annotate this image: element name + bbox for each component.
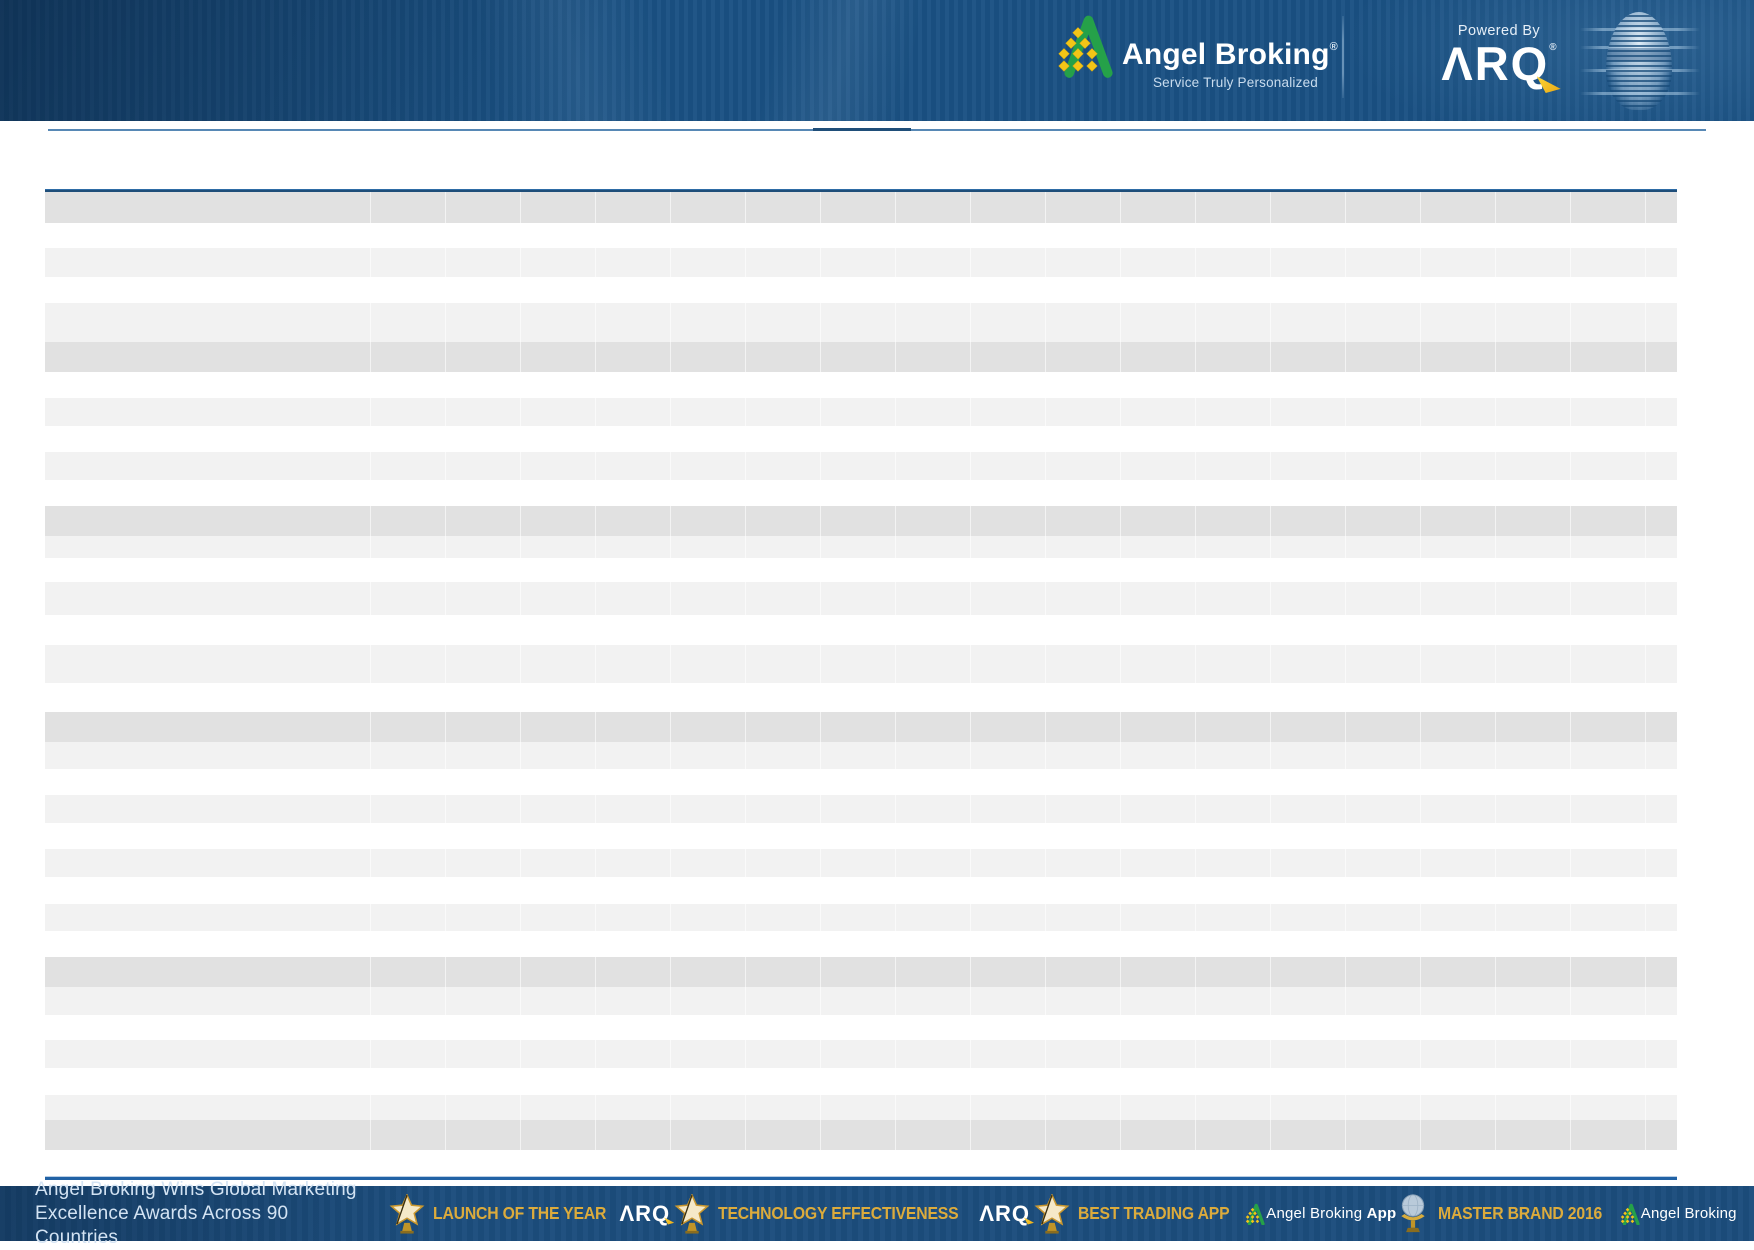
arq-logo-small: ΛRQ [979, 1201, 1034, 1227]
award-badge-brand: Angel Broking [1640, 1205, 1737, 1222]
award-badge-best-trading-app: BEST TRADING APP Angel Broking App [1034, 1193, 1397, 1234]
table-row [45, 987, 1677, 1015]
arq-arrow-icon [1024, 1217, 1034, 1225]
award-badge-master-brand-2016: MASTER BRAND 2016 Angel Broking [1396, 1193, 1737, 1235]
globe-trophy-icon [1401, 1193, 1426, 1232]
table-row [45, 1040, 1677, 1068]
holographic-head-graphic [1580, 6, 1700, 116]
table-bottom-border [45, 1176, 1677, 1180]
star-trophy-icon [389, 1193, 425, 1234]
table-row [45, 742, 1677, 769]
registered-mark: ® [1549, 42, 1557, 53]
table-header-row [45, 192, 1677, 223]
table-row [45, 582, 1677, 615]
arq-arrow-icon [664, 1217, 675, 1225]
table-row [45, 712, 1677, 742]
award-badge-technology-effectiveness: TECHNOLOGY EFFECTIVENESS ΛRQ [674, 1193, 1034, 1234]
table-row [45, 645, 1677, 683]
table-row [45, 452, 1677, 480]
award-badge-brand: Angel Broking App [1266, 1205, 1397, 1222]
table-row [45, 248, 1677, 277]
footer-headline-line2: Excellence Awards Across 90 Countries [35, 1202, 289, 1248]
award-badge-label: BEST TRADING APP [1078, 1203, 1230, 1223]
award-badge-label: LAUNCH OF THE YEAR [433, 1203, 607, 1223]
arq-logo-block: Powered By ΛRQ® [1404, 23, 1594, 93]
brand-text-block: Angel Broking® Service Truly Personalize… [1122, 38, 1338, 90]
powered-by-label: Powered By [1457, 23, 1541, 39]
table-row [45, 398, 1677, 426]
footer-headline-line1: Angel Broking Wins Global Marketing [35, 1178, 357, 1200]
arq-logo: ΛRQ® [1441, 40, 1561, 93]
award-badge-launch-of-the-year: LAUNCH OF THE YEAR ΛRQ [389, 1193, 675, 1234]
angel-broking-logo-icon [1246, 1203, 1265, 1225]
footer-awards-bar: Angel Broking Wins Global Marketing Exce… [0, 1179, 1754, 1248]
table-row [45, 303, 1677, 342]
table-row [45, 536, 1677, 558]
angel-broking-logo-icon [1058, 15, 1113, 78]
data-table-placeholder [45, 0, 1677, 1241]
brand-name: Angel Broking® [1122, 38, 1338, 71]
footer-headline: Angel Broking Wins Global Marketing Exce… [35, 1178, 375, 1250]
star-trophy-icon [1034, 1193, 1070, 1234]
header-underline-segment [813, 128, 911, 131]
table-row [45, 506, 1677, 536]
table-row [45, 957, 1677, 987]
table-row [45, 849, 1677, 877]
arq-logo-small: ΛRQ [619, 1201, 675, 1227]
table-row [45, 1120, 1677, 1150]
angel-broking-logo-icon [1620, 1203, 1640, 1225]
registered-mark: ® [1329, 41, 1338, 53]
table-row [45, 342, 1677, 372]
award-badge-label: MASTER BRAND 2016 [1438, 1203, 1603, 1223]
brand-tagline: Service Truly Personalized [1152, 75, 1318, 90]
table-row [45, 1095, 1677, 1120]
award-badge-label: TECHNOLOGY EFFECTIVENESS [718, 1203, 959, 1223]
table-row [45, 795, 1677, 823]
header-divider [1342, 16, 1344, 98]
table-row [45, 904, 1677, 931]
table-top-border [45, 189, 1677, 192]
head-silhouette [1606, 12, 1672, 110]
star-trophy-icon [674, 1193, 710, 1234]
head-scanlines [1606, 12, 1672, 110]
award-badges: LAUNCH OF THE YEAR ΛRQ TECHNOLOGY EFFECT… [389, 1193, 1737, 1235]
header-banner: Angel Broking® Service Truly Personalize… [0, 0, 1754, 121]
